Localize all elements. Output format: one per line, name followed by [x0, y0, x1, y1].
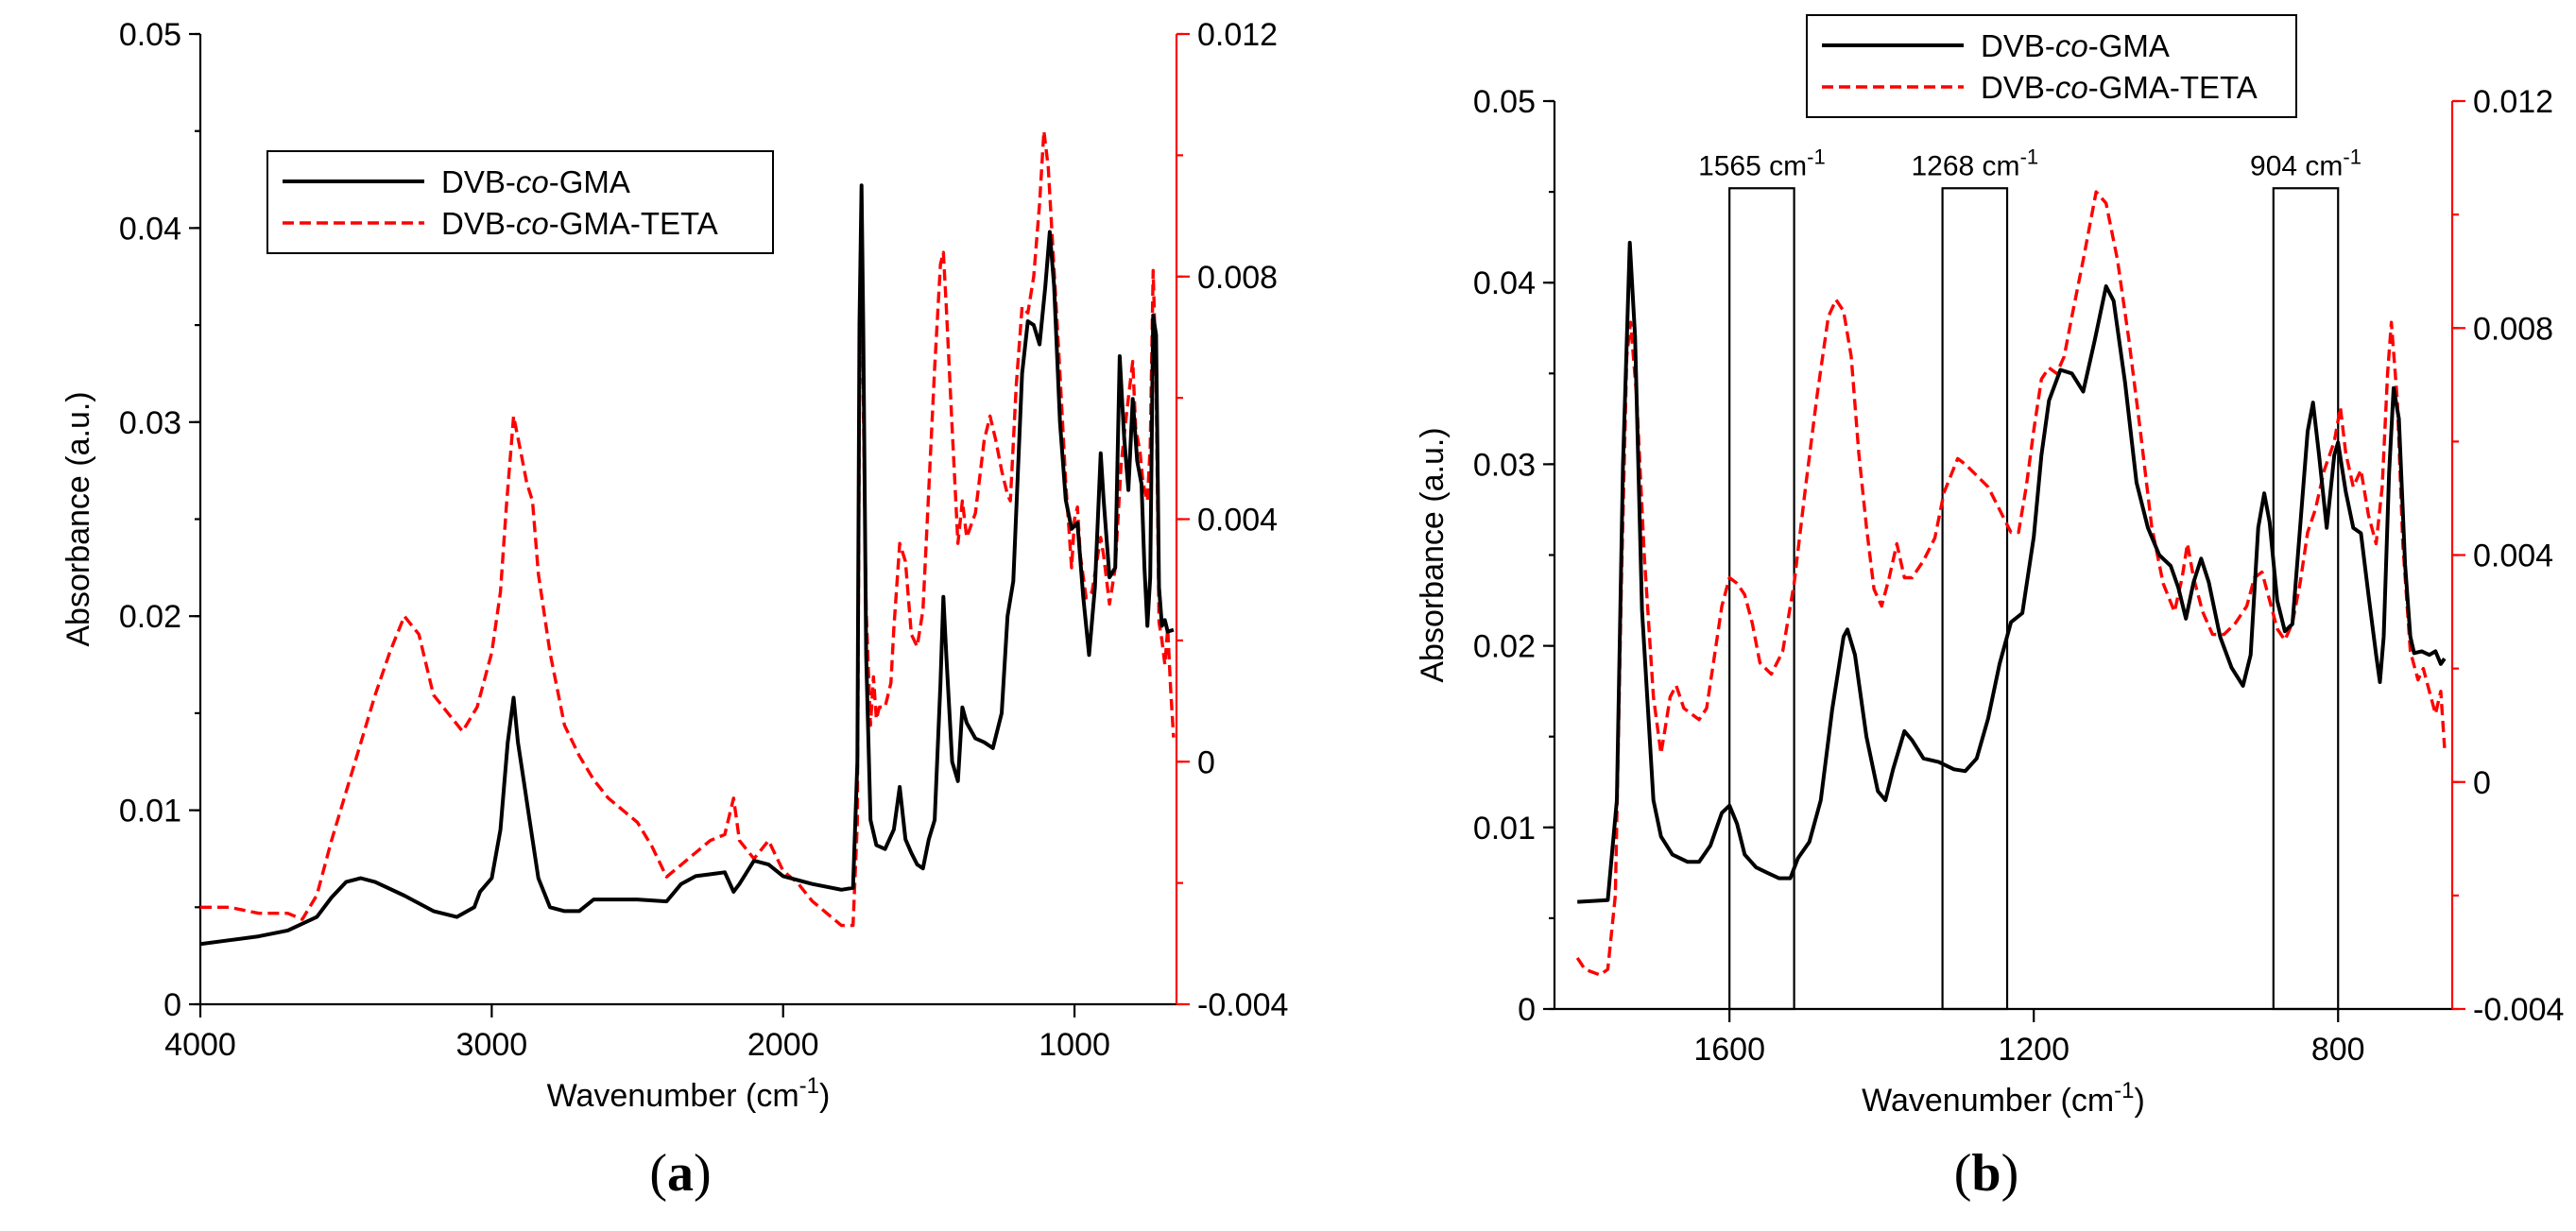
x-axis-label-end: ) [819, 1078, 830, 1114]
series-line-dvb-co-gma-teta [1575, 190, 2447, 977]
y-left-tick-label: 0 [163, 987, 181, 1023]
legend-label-pre: DVB- [1981, 70, 2055, 105]
legend-label-post: -GMA [549, 164, 630, 199]
legend-label-italic: co [2055, 70, 2088, 105]
series-group [1575, 190, 2447, 977]
y-right-tick-label: 0.008 [2473, 311, 2553, 347]
series-line-dvb-co-gma [200, 183, 1175, 947]
legend-label: DVB-co-GMA-TETA [1981, 70, 2258, 105]
annotation-label: 904 cm-1 [2250, 145, 2361, 181]
x-axis-label: Wavenumber (cm-1) [547, 1073, 831, 1114]
annotation-label: 1268 cm-1 [1911, 145, 2038, 181]
x-tick-label: 1200 [1998, 1032, 2069, 1068]
legend-label-post: -GMA-TETA [2088, 70, 2258, 105]
x-tick-label: 800 [2311, 1032, 2365, 1068]
legend-label-italic: co [2055, 28, 2088, 63]
panel-caption: (a) [649, 1144, 711, 1203]
annotation-label-sup: -1 [2020, 145, 2039, 168]
legend-box [1806, 14, 2297, 118]
annotation-label: 1565 cm-1 [1698, 145, 1826, 181]
caption-letter: a [667, 1144, 694, 1203]
y-right-tick-label: -0.004 [2473, 992, 2564, 1028]
y-axis-label: Absorbance (a.u.) [60, 391, 96, 646]
legend-label-italic: co [516, 206, 549, 241]
x-tick-label: 1600 [1693, 1032, 1765, 1068]
annotation-box [1941, 187, 2009, 1011]
y-left-tick-label: 0.02 [119, 599, 181, 635]
y-left-tick-label: 0.02 [1473, 629, 1536, 665]
legend-label-post: -GMA-TETA [549, 206, 718, 241]
legend-label-italic: co [516, 164, 549, 199]
x-axis-label-end: ) [2135, 1083, 2145, 1119]
y-left-tick-label: 0.05 [119, 17, 181, 53]
series-group [200, 129, 1176, 947]
caption-open: ( [1954, 1144, 1972, 1203]
x-axis-label-sup: -1 [2114, 1078, 2134, 1103]
panel-b-chart: 0 0.01 0.02 0.03 0.04 0.05 -0.004 0 0.004 0.008 0.… [1415, 14, 2564, 1203]
legend-box [266, 150, 774, 254]
panel-caption: (b) [1954, 1144, 2018, 1203]
y-right-tick-label: 0.004 [1197, 503, 1278, 539]
annotation-label-sup: -1 [1807, 145, 1826, 168]
annotation-box [2272, 187, 2340, 1011]
legend-label-pre: DVB- [441, 206, 516, 241]
annotation-label-text: 904 cm [2250, 150, 2343, 181]
caption-open: ( [649, 1144, 667, 1203]
x-tick-label: 4000 [164, 1027, 236, 1063]
y-left-tick-label: 0.01 [1473, 811, 1536, 846]
x-axis-label: Wavenumber (cm-1) [1862, 1078, 2145, 1119]
annotation-label-text: 1565 cm [1698, 150, 1807, 181]
legend-label-pre: DVB- [1981, 28, 2055, 63]
y-right-tick-label: 0.008 [1197, 260, 1278, 296]
annotation-label-sup: -1 [2343, 145, 2361, 168]
x-tick-label: 2000 [747, 1027, 819, 1063]
y-left-tick-label: 0.03 [119, 405, 181, 441]
legend-label: DVB-co-GMA-TETA [441, 206, 718, 241]
y-right-tick-label: -0.004 [1197, 987, 1288, 1023]
y-right-tick-label: 0 [1197, 744, 1215, 780]
x-axis-label-sup: -1 [799, 1073, 819, 1099]
x-tick-label: 3000 [456, 1027, 528, 1063]
annotation-box [1728, 187, 1795, 1011]
y-right-tick-label: 0.004 [2473, 539, 2553, 574]
x-axis-label-text: Wavenumber (cm [547, 1078, 799, 1114]
y-left-tick-label: 0.04 [119, 211, 181, 247]
y-right-tick-label: 0 [2473, 765, 2491, 801]
caption-close: ) [694, 1144, 712, 1203]
y-left-tick-label: 0.05 [1473, 84, 1536, 120]
x-tick-label: 1000 [1039, 1027, 1110, 1063]
panel-a-chart: 0 0.01 0.02 0.03 0.04 0.05 -0.004 0 0.004 0.008 0.… [60, 17, 1288, 1203]
series-line-dvb-co-gma-teta [200, 129, 1176, 928]
caption-letter: b [1971, 1144, 2001, 1203]
caption-close: ) [2001, 1144, 2019, 1203]
x-axis-label-text: Wavenumber (cm [1862, 1083, 2114, 1119]
legend-label: DVB-co-GMA [1981, 28, 2170, 63]
y-axis-label: Absorbance (a.u.) [1415, 427, 1451, 682]
y-left-tick-label: 0.04 [1473, 265, 1536, 301]
y-left-tick-label: 0.01 [119, 794, 181, 829]
y-right-tick-label: 0.012 [1197, 17, 1278, 53]
annotation-label-text: 1268 cm [1911, 150, 2019, 181]
legend-label-post: -GMA [2088, 28, 2170, 63]
series-line-dvb-co-gma [1577, 240, 2447, 904]
legend-label: DVB-co-GMA [441, 164, 630, 199]
y-left-tick-label: 0.03 [1473, 447, 1536, 483]
y-right-tick-label: 0.012 [2473, 84, 2553, 120]
y-left-tick-label: 0 [1518, 992, 1536, 1028]
legend-label-pre: DVB- [441, 164, 516, 199]
